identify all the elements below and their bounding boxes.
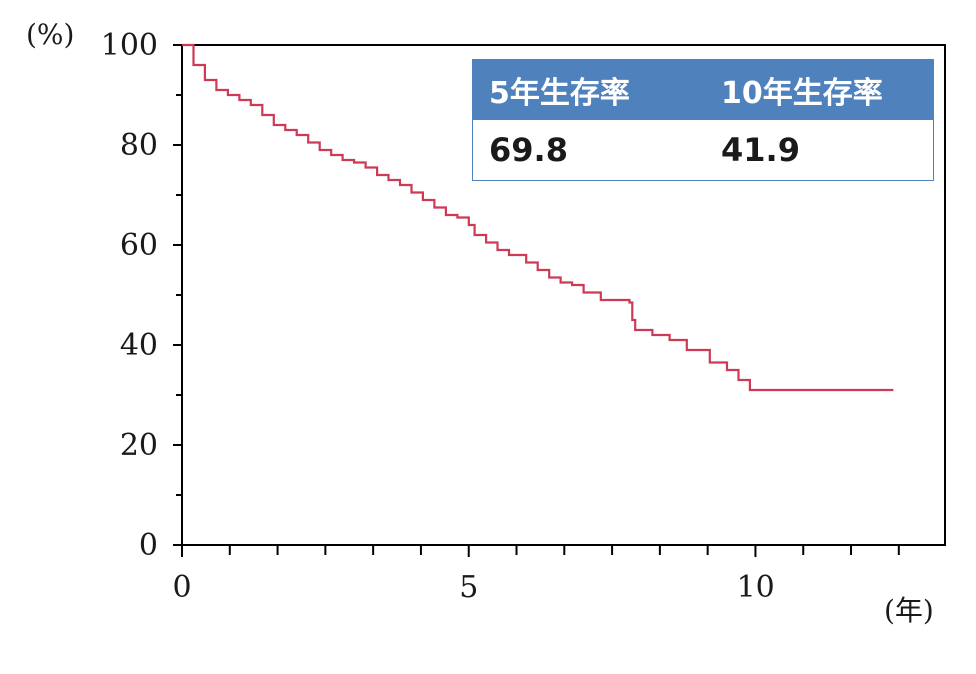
survival-rate-table: 5年生存率 10年生存率 69.8 41.9 [472,59,934,181]
y-tick-label: 0 [139,528,158,563]
survival-curve [182,43,894,392]
x-axis-unit: (年) [884,594,934,627]
x-tick-label: 0 [172,570,191,605]
x-tick-label: 5 [459,570,478,605]
header-5-year: 5年生存率 [489,76,630,111]
y-axis-unit: (%) [26,18,74,51]
table-value-row: 69.8 41.9 [473,120,933,180]
ticks [173,44,900,557]
y-tick-label: 60 [120,228,158,263]
value-10-year: 41.9 [721,131,800,169]
y-tick-label: 20 [120,428,158,463]
y-tick-label: 80 [120,128,158,163]
y-tick-label: 100 [101,28,158,63]
header-10-year: 10年生存率 [721,76,883,111]
y-tick-label: 40 [120,328,158,363]
table-header-row: 5年生存率 10年生存率 [473,60,933,120]
value-5-year: 69.8 [489,131,568,169]
tick-labels: 0 20 40 60 80 100 0 5 10 [101,28,775,605]
x-tick-label: 10 [737,570,775,605]
